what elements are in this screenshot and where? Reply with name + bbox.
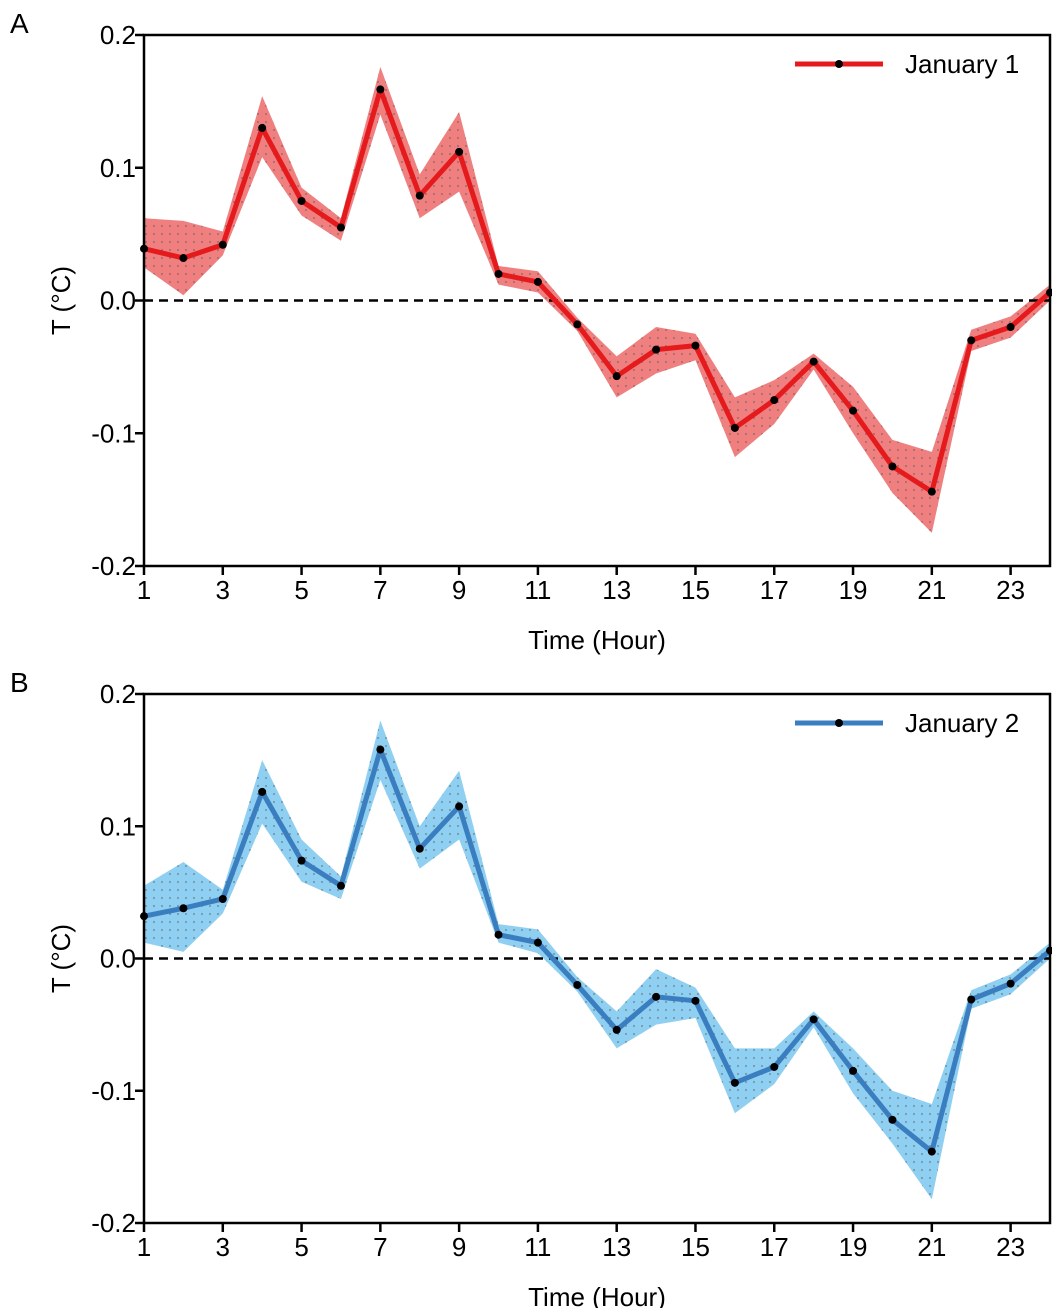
- band-texture: [144, 720, 1050, 1200]
- x-tick-label: 15: [681, 575, 710, 605]
- data-point: [927, 487, 936, 496]
- series-line: [143, 86, 1052, 495]
- data-point: [494, 930, 503, 939]
- panel-label: B: [10, 667, 29, 698]
- data-point: [1006, 979, 1015, 988]
- data-point: [376, 745, 385, 754]
- y-axis-label: T (°C): [46, 266, 76, 335]
- x-tick-label: 17: [760, 1232, 789, 1262]
- data-point: [730, 423, 739, 432]
- data-point: [455, 147, 464, 156]
- data-point: [849, 406, 858, 415]
- data-point: [336, 881, 345, 890]
- x-tick-label: 15: [681, 1232, 710, 1262]
- x-tick-label: 9: [452, 575, 466, 605]
- data-point: [258, 123, 267, 132]
- data-point: [927, 1147, 936, 1156]
- data-point: [849, 1066, 858, 1075]
- y-tick-label: -0.2: [91, 551, 136, 581]
- data-point: [218, 240, 227, 249]
- data-point: [297, 196, 306, 205]
- data-point: [533, 938, 542, 947]
- data-point: [967, 995, 976, 1004]
- data-point: [533, 277, 542, 286]
- y-axis-label: T (°C): [46, 924, 76, 993]
- y-tick-label: 0.1: [100, 153, 136, 183]
- data-point: [967, 336, 976, 345]
- data-point: [691, 341, 700, 350]
- x-tick-label: 19: [839, 1232, 868, 1262]
- data-point: [336, 223, 345, 232]
- x-tick-label: 5: [294, 575, 308, 605]
- x-tick-label: 1: [137, 1232, 151, 1262]
- data-point: [770, 396, 779, 405]
- y-tick-label: 0.0: [100, 286, 136, 316]
- y-tick-label: 0.0: [100, 944, 136, 974]
- x-tick-label: 17: [760, 575, 789, 605]
- data-point: [652, 992, 661, 1001]
- y-tick-label: -0.2: [91, 1208, 136, 1238]
- data-point: [888, 462, 897, 471]
- legend-marker: [835, 60, 843, 68]
- y-tick-label: 0.2: [100, 679, 136, 709]
- x-tick-label: 9: [452, 1232, 466, 1262]
- x-tick-label: 11: [524, 1232, 551, 1262]
- series-line: [143, 747, 1052, 1155]
- data-point: [218, 894, 227, 903]
- data-point: [455, 802, 464, 811]
- x-tick-label: 7: [373, 1232, 387, 1262]
- data-point: [297, 856, 306, 865]
- x-tick-label: 7: [373, 575, 387, 605]
- y-tick-label: 0.2: [100, 20, 136, 50]
- x-axis-label: Time (Hour): [528, 1282, 666, 1308]
- x-tick-label: 13: [602, 1232, 631, 1262]
- x-tick-label: 3: [216, 575, 230, 605]
- data-point: [573, 980, 582, 989]
- x-tick-label: 5: [294, 1232, 308, 1262]
- y-tick-label: -0.1: [91, 1076, 136, 1106]
- x-tick-label: 3: [216, 1232, 230, 1262]
- data-point: [652, 345, 661, 354]
- data-point: [494, 269, 503, 278]
- data-point: [573, 320, 582, 329]
- panel-label: A: [10, 8, 29, 39]
- data-point: [179, 254, 188, 263]
- data-point: [691, 996, 700, 1005]
- data-point: [809, 1015, 818, 1024]
- data-point: [612, 372, 621, 381]
- data-point: [258, 787, 267, 796]
- data-point: [730, 1078, 739, 1087]
- data-point: [809, 357, 818, 366]
- x-tick-label: 23: [996, 575, 1025, 605]
- x-tick-label: 1: [137, 575, 151, 605]
- x-tick-label: 21: [917, 575, 946, 605]
- data-point: [1006, 323, 1015, 332]
- legend-label: January 2: [905, 708, 1019, 738]
- x-tick-label: 11: [524, 575, 551, 605]
- y-tick-label: 0.1: [100, 811, 136, 841]
- data-point: [179, 904, 188, 913]
- y-tick-label: -0.1: [91, 418, 136, 448]
- data-point: [376, 85, 385, 94]
- x-tick-label: 13: [602, 575, 631, 605]
- x-tick-label: 19: [839, 575, 868, 605]
- x-tick-label: 21: [917, 1232, 946, 1262]
- data-point: [770, 1062, 779, 1071]
- legend-marker: [835, 719, 843, 727]
- data-point: [415, 191, 424, 200]
- x-axis-label: Time (Hour): [528, 625, 666, 655]
- legend-label: January 1: [905, 49, 1019, 79]
- x-tick-label: 23: [996, 1232, 1025, 1262]
- data-point: [888, 1115, 897, 1124]
- data-point: [415, 844, 424, 853]
- data-point: [612, 1025, 621, 1034]
